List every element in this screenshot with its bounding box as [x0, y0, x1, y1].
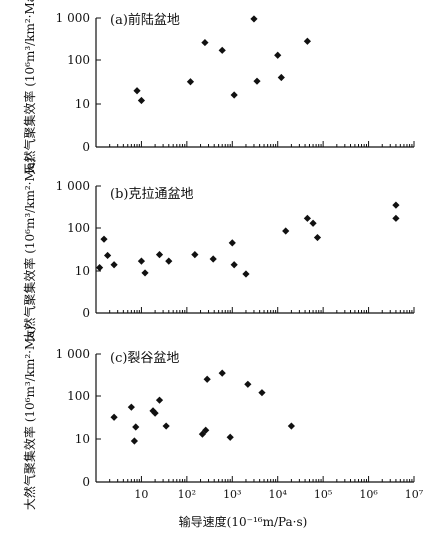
y-tick-label: 1 000	[56, 347, 90, 361]
y-axis-label: 大然气聚集效率 (10⁶m³/km²·Ma)	[22, 157, 37, 341]
data-point	[287, 422, 295, 430]
x-tick-label: 10³	[223, 488, 241, 501]
data-point	[95, 263, 104, 272]
x-tick-label: 10⁶	[359, 488, 378, 501]
data-point	[137, 96, 146, 105]
data-point	[226, 433, 234, 441]
data-point	[155, 251, 164, 259]
y-tick-label: 10	[75, 264, 90, 278]
data-point	[274, 51, 282, 59]
data-point	[258, 389, 266, 397]
data-point	[277, 73, 285, 82]
panel-title: (b)克拉通盆地	[110, 187, 193, 202]
data-point	[130, 437, 138, 445]
y-tick-label: 0	[82, 140, 90, 154]
data-point	[230, 91, 238, 99]
data-point	[137, 257, 146, 265]
data-point	[151, 409, 159, 417]
data-point	[162, 422, 170, 430]
x-tick-label: 10	[134, 488, 148, 501]
panel-title: (a)前陆盆地	[110, 12, 180, 28]
data-point	[218, 46, 226, 54]
data-point	[218, 369, 226, 377]
data-point	[132, 423, 140, 431]
data-point	[165, 257, 173, 265]
y-tick-label: 10	[75, 432, 90, 446]
data-point	[242, 270, 250, 278]
y-tick-label: 1 000	[56, 179, 90, 193]
data-point	[209, 255, 217, 263]
data-point	[244, 380, 252, 388]
data-point	[203, 375, 211, 383]
y-tick-label: 1 000	[56, 11, 90, 25]
data-point	[141, 269, 149, 277]
data-point	[110, 261, 118, 269]
y-axis-label: 天然气聚集效率 (10⁶m³/km²·Ma)	[22, 0, 37, 175]
x-tick-label: 10⁵	[314, 488, 332, 501]
data-point	[103, 251, 112, 260]
data-point	[303, 214, 311, 222]
y-tick-label: 10	[75, 97, 90, 111]
data-point	[110, 413, 118, 421]
y-tick-label: 0	[82, 306, 90, 320]
y-tick-label: 100	[67, 53, 90, 67]
y-tick-label: 100	[67, 389, 90, 403]
data-point	[127, 403, 135, 411]
data-point	[202, 426, 210, 434]
y-tick-label: 100	[67, 221, 90, 235]
data-point	[186, 78, 195, 86]
data-point	[201, 38, 209, 47]
data-point	[228, 239, 236, 247]
x-tick-label: 10⁴	[269, 488, 288, 501]
data-point	[253, 77, 261, 85]
x-tick-label: 10⁷	[405, 488, 424, 501]
data-point	[155, 396, 164, 404]
data-point	[198, 430, 207, 438]
data-point	[230, 261, 238, 269]
x-tick-label: 10²	[178, 488, 196, 501]
data-point	[100, 235, 108, 243]
data-point	[250, 15, 258, 23]
data-point	[309, 219, 317, 227]
x-axis-label: 输导速度(10⁻¹⁶m/Pa·s)	[179, 514, 308, 529]
data-point	[282, 227, 290, 235]
y-tick-label: 0	[82, 475, 90, 489]
y-axis-label: 大然气聚集效率 (10⁶m³/km²·Ma)	[22, 326, 37, 510]
data-point	[303, 37, 311, 45]
data-point	[313, 233, 322, 242]
data-point	[392, 214, 400, 222]
panel-title: (c)裂谷盆地	[110, 351, 179, 366]
data-point	[191, 251, 199, 259]
data-point	[392, 201, 400, 209]
data-point	[133, 87, 141, 95]
